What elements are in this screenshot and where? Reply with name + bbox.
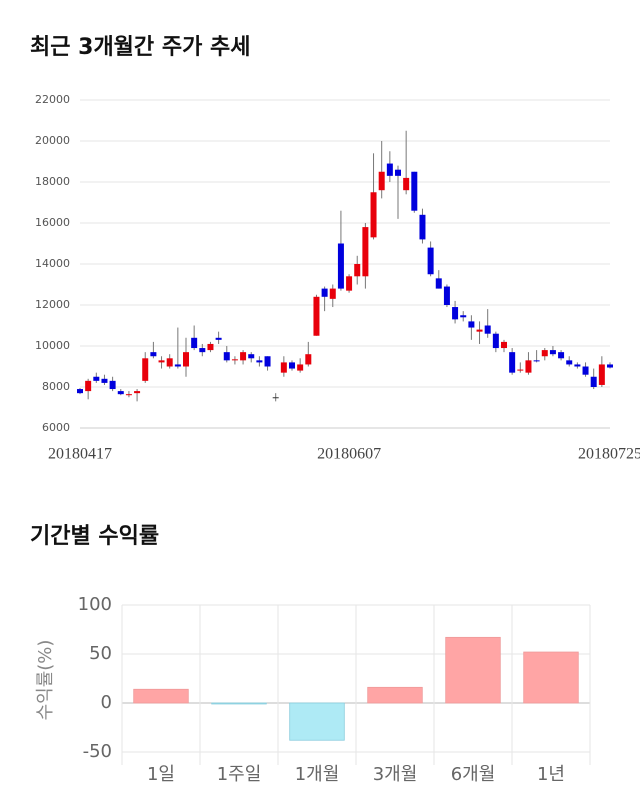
candle-body	[337, 243, 344, 289]
candle-body	[289, 362, 295, 369]
y-tick-label: 12000	[35, 298, 70, 311]
candle-body	[183, 352, 189, 367]
y-tick-label: 6000	[42, 421, 70, 434]
candle-body	[109, 380, 116, 390]
x-tick-label: 3개월	[373, 764, 418, 785]
candle-body	[150, 352, 157, 357]
candle-body	[566, 360, 573, 365]
candle-body	[525, 360, 532, 373]
candle-body	[313, 296, 320, 336]
candle-body	[386, 163, 393, 176]
candle-body	[607, 364, 613, 368]
x-tick-label: 1주일	[217, 764, 262, 785]
x-tick-label: 20180417	[48, 446, 112, 463]
candle-body	[280, 362, 287, 373]
candle-body	[215, 337, 222, 340]
candle-body	[582, 366, 589, 375]
candle-body	[174, 364, 181, 367]
candle-body	[370, 192, 377, 238]
candle-body	[435, 278, 442, 289]
candle-body	[240, 352, 247, 361]
y-tick-label: 10000	[35, 339, 70, 352]
y-tick-label: 16000	[35, 216, 70, 229]
candle-body	[346, 276, 353, 291]
bar	[211, 702, 267, 705]
candle-body	[134, 391, 141, 394]
y-tick-label: 18000	[35, 175, 70, 188]
y-tick-label: 8000	[42, 380, 70, 393]
candle-body	[533, 360, 540, 362]
candle-body	[362, 227, 369, 277]
candle-body	[590, 376, 597, 387]
x-tick-label: 1년	[537, 764, 565, 785]
candle-body	[207, 343, 214, 351]
candle-body	[443, 286, 450, 305]
candle-body	[329, 288, 336, 299]
candle-body	[191, 337, 198, 349]
candle-body	[125, 394, 132, 396]
candle-body	[117, 391, 124, 395]
candle-body	[248, 354, 255, 359]
x-tick-label: 20180607	[317, 446, 381, 463]
y-tick-label: 20000	[35, 134, 70, 147]
candle-body	[297, 364, 304, 371]
candle-body	[93, 376, 100, 381]
candle-body	[476, 329, 483, 332]
bar	[523, 651, 579, 704]
candle-body	[158, 360, 165, 363]
candle-body	[484, 325, 491, 334]
x-tick-label: 20180725	[578, 446, 640, 463]
candle-body	[378, 171, 385, 191]
candle-body	[541, 350, 548, 357]
chart-title: 최근 3개월간 주가 추세	[30, 35, 250, 60]
y-tick-label: -50	[83, 741, 112, 762]
candle-body	[403, 177, 410, 191]
candle-body	[272, 397, 279, 399]
candle-body	[452, 307, 459, 320]
candle-body	[142, 358, 149, 381]
candle-body	[558, 352, 565, 359]
candle-body	[427, 247, 434, 275]
candle-body	[411, 171, 418, 211]
candle-body	[166, 358, 173, 367]
candle-body	[223, 352, 230, 361]
candle-body	[231, 359, 238, 361]
bar	[367, 686, 423, 704]
candle-body	[395, 169, 401, 176]
candle-body	[468, 321, 475, 328]
y-tick-label: 14000	[35, 257, 70, 270]
candle-body	[199, 348, 206, 353]
candle-body	[574, 364, 581, 367]
candle-body	[321, 288, 328, 297]
candle-body	[85, 380, 92, 392]
bar	[133, 688, 189, 704]
bar	[289, 702, 345, 741]
candle-body	[549, 350, 556, 355]
candle-body	[517, 369, 524, 371]
y-tick-label: 22000	[35, 93, 70, 106]
x-tick-label: 6개월	[451, 764, 496, 785]
x-tick-label: 1개월	[295, 764, 340, 785]
y-tick-label: 100	[78, 594, 112, 615]
bar	[445, 636, 501, 704]
y-axis-title: 수익률(%)	[35, 640, 56, 721]
chart-title: 기간별 수익률	[30, 524, 159, 549]
candle-body	[419, 214, 426, 240]
y-tick-label: 0	[101, 692, 112, 713]
candle-body	[501, 341, 507, 349]
y-tick-label: 50	[89, 643, 112, 664]
candle-body	[598, 364, 605, 385]
candle-body	[305, 354, 312, 365]
candle-body	[101, 378, 108, 383]
candle-body	[354, 264, 361, 277]
candle-body	[460, 315, 467, 318]
x-tick-label: 1일	[147, 764, 175, 785]
candle-body	[264, 356, 271, 367]
candle-body	[492, 333, 499, 349]
candle-body	[509, 352, 516, 373]
candle-body	[77, 389, 83, 394]
candle-body	[256, 360, 263, 363]
